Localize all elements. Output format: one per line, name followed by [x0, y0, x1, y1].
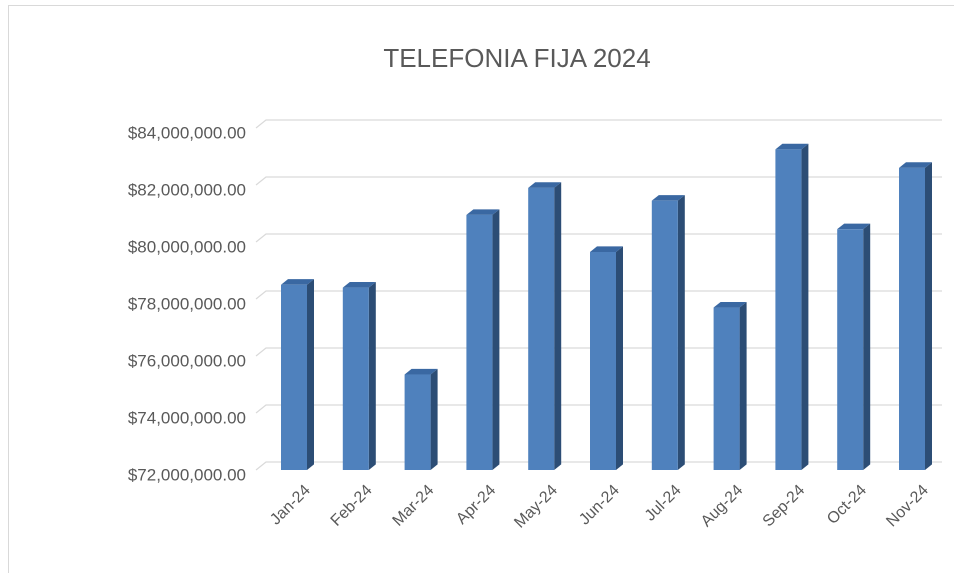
bar-face — [713, 307, 740, 470]
bar-face — [554, 182, 562, 470]
bar-face — [342, 287, 369, 470]
bar — [713, 301, 747, 470]
chart-title: TELEFONIA FIJA 2024 — [383, 43, 650, 73]
bar-face — [466, 209, 500, 215]
bar-face — [404, 374, 431, 470]
bar — [404, 368, 438, 470]
bar-face — [837, 223, 871, 230]
bar-face — [925, 162, 932, 471]
bar-face — [801, 143, 809, 470]
bar — [899, 162, 932, 471]
bar-face — [430, 368, 438, 470]
y-tick-label: $82,000,000.00 — [128, 180, 246, 199]
grid-line — [255, 290, 942, 300]
bar-face — [590, 251, 616, 470]
bar-face — [492, 209, 500, 470]
bar-face — [307, 279, 314, 470]
bar-face — [651, 200, 678, 471]
bar-face — [677, 195, 685, 470]
bar-face — [528, 182, 562, 188]
bar — [281, 279, 314, 470]
bar — [528, 182, 562, 470]
bar-face — [863, 223, 871, 470]
y-tick-label: $76,000,000.00 — [128, 351, 246, 370]
bar-face — [281, 284, 307, 470]
bar-face — [837, 229, 864, 470]
bar-face — [466, 214, 493, 470]
bar-face — [368, 282, 376, 470]
bar-face — [651, 195, 685, 201]
grid-line — [255, 176, 942, 186]
y-tick-label: $84,000,000.00 — [128, 123, 246, 142]
y-tick-label: $78,000,000.00 — [128, 294, 246, 313]
y-tick-label: $72,000,000.00 — [128, 465, 246, 484]
y-tick-label: $74,000,000.00 — [128, 408, 246, 427]
bar-face — [899, 167, 925, 470]
bar-face — [713, 301, 747, 308]
bar-face — [899, 162, 932, 168]
bar-face — [528, 187, 555, 470]
bar — [775, 143, 809, 470]
bar — [590, 246, 623, 470]
bar — [837, 223, 871, 470]
grid-line — [255, 119, 942, 129]
grid-line — [255, 233, 942, 243]
bar — [651, 195, 685, 471]
bar-face — [775, 143, 809, 150]
bar — [342, 282, 376, 470]
bar-face — [342, 282, 376, 288]
bar-face — [590, 246, 623, 252]
bar — [466, 209, 500, 470]
bar-face — [739, 301, 747, 470]
y-tick-label: $80,000,000.00 — [128, 237, 246, 256]
bar-face — [281, 279, 314, 285]
bar-face — [616, 246, 623, 470]
bar-face — [775, 149, 802, 470]
bar-face — [404, 368, 438, 375]
